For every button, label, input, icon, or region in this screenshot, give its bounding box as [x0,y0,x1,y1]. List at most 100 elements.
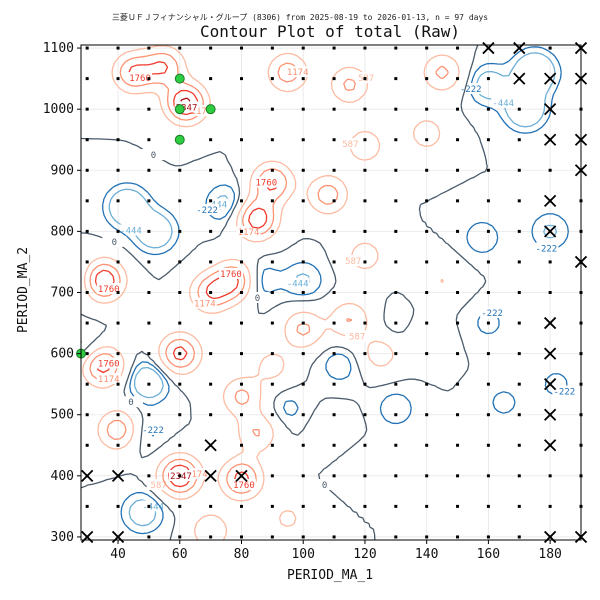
contour-label-bg [285,277,310,289]
sample-point [178,382,182,386]
sample-point [363,443,367,447]
sample-point [270,321,274,325]
x-tick-label: 120 [353,547,376,562]
sample-point [301,46,305,50]
best-point-marker [174,104,185,115]
sample-point [548,168,552,172]
contour-level-label: 0 [151,151,156,161]
y-tick-label: 700 [51,286,74,301]
sample-point [239,321,243,325]
sample-point [85,352,89,356]
worst-point-marker [111,469,125,482]
sample-point [270,504,274,508]
sample-point [270,474,274,478]
sample-point [456,352,460,356]
sample-point [209,321,213,325]
sample-point [363,291,367,294]
sample-point [178,229,182,233]
sample-point [239,443,243,447]
sample-point [486,352,490,356]
sample-point [209,413,213,417]
sample-point [456,504,460,508]
worst-point-marker [543,530,557,544]
contour-level-label: 1174 [194,300,216,310]
x-tick-label: 100 [291,547,314,562]
sample-point [517,535,521,539]
contour-label-bg [338,138,363,149]
y-tick-label: 900 [51,163,74,178]
sample-point [85,382,89,386]
sample-point [363,77,367,81]
sample-point [209,199,213,203]
sample-point [486,535,490,539]
contour-label-bg [96,357,121,369]
sample-point [301,352,305,356]
sample-point [147,291,151,294]
contour-level-label: -222 [536,245,558,255]
sample-point [239,107,243,111]
sample-point [517,352,521,356]
contour-level-label: 1174 [287,68,309,78]
sample-point [239,352,243,356]
worst-point-marker [235,469,248,482]
contour-level-label: -222 [553,388,575,398]
sample-point [363,46,367,50]
sample-point [239,382,243,386]
worst-point-marker [543,316,557,330]
worst-point-marker [204,439,217,452]
worst-point-marker [81,530,94,544]
sample-point [517,138,521,142]
sample-point [209,46,213,50]
sample-point [517,260,521,264]
sample-point [116,229,120,233]
contour-label-bg [458,83,483,94]
sample-point [85,291,89,294]
sample-point [332,168,336,172]
contour-label-bg [231,479,256,490]
contour-label-bg [189,105,214,116]
sample-point [332,46,336,50]
sample-point [85,443,89,447]
sample-point [517,443,521,447]
sample-point [116,352,120,356]
sample-point [116,107,120,111]
contour-label-bg [128,72,153,83]
contour-label-bg [119,396,143,408]
contour-level-label: 0 [112,238,117,248]
sample-point [209,229,213,233]
sample-point [270,46,274,50]
contour-level-label: -222 [481,309,503,319]
sample-point [85,504,89,508]
sample-point [394,260,398,264]
sample-point [363,107,367,111]
sample-point [85,260,89,264]
sample-point [147,504,151,508]
sample-point [332,199,336,203]
sample-point [301,321,305,325]
sample-point [85,107,89,111]
worst-point-marker [543,439,557,452]
sample-point [517,504,521,508]
sample-point [301,229,305,233]
y-tick-label: 500 [51,408,74,423]
x-axis-label: PERIOD_MA_1 [287,568,373,583]
sample-point [394,443,398,447]
y-tick-label: 1000 [43,102,74,117]
sample-point [517,199,521,203]
sample-point [486,168,490,172]
sample-point [116,199,120,203]
sample-point [239,46,243,50]
chart-title: Contour Plot of total (Raw) [200,22,460,41]
x-tick-label: 80 [234,547,250,562]
sample-point [209,382,213,386]
sample-point [363,229,367,233]
best-point-marker [205,104,216,115]
contour-label-bg [146,479,171,490]
contour-level-label: 1174 [191,107,213,117]
sample-point [394,77,398,81]
sample-point [270,413,274,417]
sample-point [456,474,460,478]
sample-point [147,260,151,264]
x-tick-label: 40 [110,547,126,562]
